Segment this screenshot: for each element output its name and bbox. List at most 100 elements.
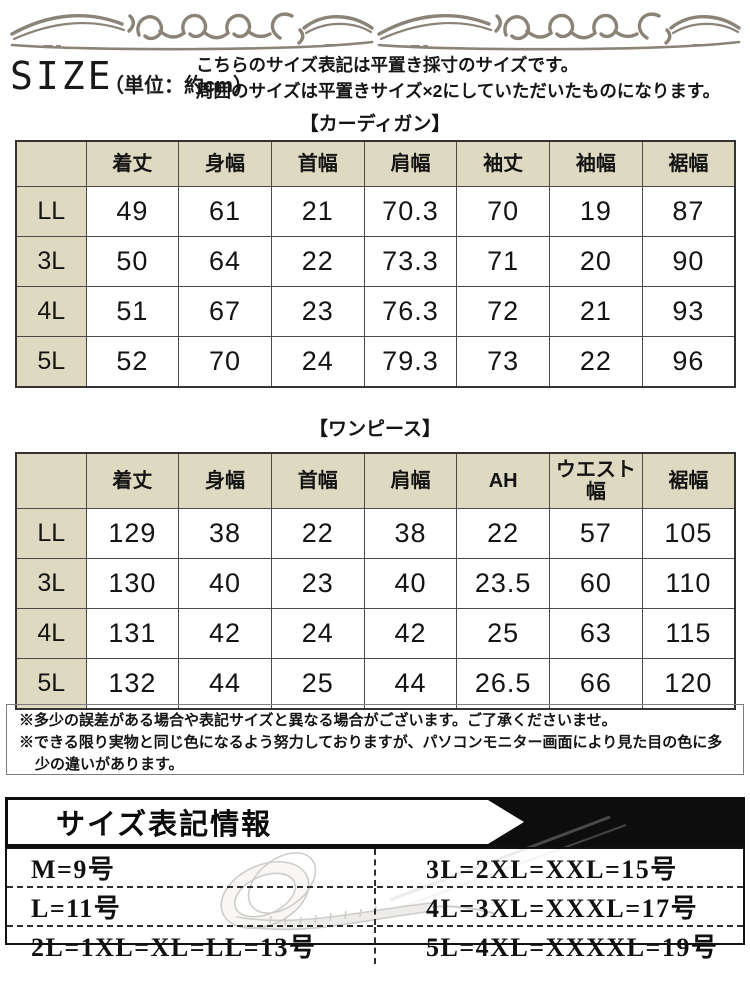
measurement-cell: 51 bbox=[85, 286, 180, 337]
size-row-label: 5L bbox=[15, 336, 87, 388]
corner-cell bbox=[15, 452, 87, 509]
size-row-label: 5L bbox=[15, 658, 87, 710]
measurement-cell: 44 bbox=[178, 658, 272, 710]
measurement-cell: 38 bbox=[363, 508, 458, 559]
unit-label: （単位：約cm） bbox=[104, 75, 253, 97]
column-header: 着丈 bbox=[85, 452, 180, 509]
measurement-cell: 71 bbox=[456, 236, 551, 287]
measurement-cell: 25 bbox=[456, 608, 551, 659]
column-header: 身幅 bbox=[178, 452, 272, 509]
column-header: 肩幅 bbox=[363, 452, 458, 509]
description-line-1: こちらのサイズ表記は平置き採寸のサイズです。 bbox=[196, 55, 579, 75]
measurement-cell: 105 bbox=[641, 508, 736, 559]
notes-box: ※多少の誤差がある場合や表記サイズと異なる場合がございます。ご了承くださいませ。… bbox=[6, 704, 744, 775]
conversion-cell-left: L=11号 bbox=[31, 894, 122, 923]
note-line: ※できる限り実物と同じ色になるよう努力しておりますが、パソコンモニター画面により… bbox=[19, 734, 723, 773]
measurement-cell: 40 bbox=[178, 558, 272, 609]
measurement-cell: 70.3 bbox=[363, 186, 458, 237]
measurement-cell: 52 bbox=[85, 336, 180, 388]
measurement-cell: 72 bbox=[456, 286, 551, 337]
description-line-2: 周囲のサイズは平置きサイズ×2にしていただいたものになります。 bbox=[196, 81, 721, 101]
measurement-cell: 23.5 bbox=[456, 558, 551, 609]
table-row: LL 129 38 22 38 22 57 105 bbox=[15, 508, 736, 559]
column-header: 首幅 bbox=[270, 452, 365, 509]
measurement-cell: 42 bbox=[178, 608, 272, 659]
measurement-cell: 70 bbox=[456, 186, 551, 237]
conversion-cell-left: M=9号 bbox=[31, 855, 116, 884]
table-row: 3L 50 64 22 73.3 71 20 90 bbox=[15, 236, 736, 287]
column-header: 袖丈 bbox=[456, 140, 551, 187]
measurement-cell: 131 bbox=[85, 608, 180, 659]
measurement-cell: 25 bbox=[270, 658, 365, 710]
conversion-cell-right: 3L=2XL=XXL=15号 bbox=[374, 849, 743, 886]
measurement-cell: 60 bbox=[549, 558, 643, 609]
measurement-cell: 19 bbox=[549, 186, 643, 237]
measurement-cell: 38 bbox=[178, 508, 272, 559]
measurement-cell: 115 bbox=[641, 608, 736, 659]
banner-arrow-shape: サイズ表記情報 bbox=[8, 800, 524, 844]
column-header: 着丈 bbox=[85, 140, 180, 187]
measurement-cell: 22 bbox=[549, 336, 643, 388]
measurement-cell: 24 bbox=[270, 608, 365, 659]
column-header: 身幅 bbox=[178, 140, 272, 187]
measurement-cell: 96 bbox=[641, 336, 736, 388]
measurement-cell: 26.5 bbox=[456, 658, 551, 710]
measurement-cell: 21 bbox=[270, 186, 365, 237]
measurement-cell: 70 bbox=[178, 336, 272, 388]
measurement-cell: 42 bbox=[363, 608, 458, 659]
size-row-label: 4L bbox=[15, 286, 87, 337]
column-header: 首幅 bbox=[270, 140, 365, 187]
measurement-cell: 130 bbox=[85, 558, 180, 609]
measurement-cell: 57 bbox=[549, 508, 643, 559]
conversion-row: 2L=1XL=XL=LL=13号 5L=4XL=XXXXL=19号 bbox=[7, 925, 743, 964]
table-row: 5L 132 44 25 44 26.5 66 120 bbox=[15, 658, 736, 710]
measurement-cell: 87 bbox=[641, 186, 736, 237]
measurement-cell: 21 bbox=[549, 286, 643, 337]
column-header: 袖幅 bbox=[549, 140, 643, 187]
conversion-cell-right: 5L=4XL=XXXXL=19号 bbox=[374, 927, 743, 964]
measurement-cell: 93 bbox=[641, 286, 736, 337]
column-header: AH bbox=[456, 452, 551, 509]
measurement-cell: 22 bbox=[270, 508, 365, 559]
conversion-row: L=11号 4L=3XL=XXXL=17号 bbox=[7, 886, 743, 925]
conversion-row: M=9号 3L=2XL=XXL=15号 bbox=[7, 849, 743, 886]
size-row-label: 3L bbox=[15, 558, 87, 609]
column-header: ウエスト幅 bbox=[549, 452, 643, 509]
column-header: 裾幅 bbox=[641, 452, 736, 509]
measurement-cell: 22 bbox=[456, 508, 551, 559]
banner-title: サイズ表記情報 bbox=[56, 809, 273, 841]
cardigan-table-title: 【カーディガン】 bbox=[299, 114, 451, 135]
size-conversion-table: M=9号 3L=2XL=XXL=15号 L=11号 4L=3XL=XXXL=17… bbox=[5, 847, 745, 964]
measurement-cell: 110 bbox=[641, 558, 736, 609]
size-heading: SIZE bbox=[10, 54, 114, 98]
measurement-cell: 61 bbox=[178, 186, 272, 237]
table-row: 5L 52 70 24 79.3 73 22 96 bbox=[15, 336, 736, 388]
size-row-label: 4L bbox=[15, 608, 87, 659]
measurement-cell: 73 bbox=[456, 336, 551, 388]
measurement-cell: 67 bbox=[178, 286, 272, 337]
measurement-cell: 120 bbox=[641, 658, 736, 710]
conversion-cell-right: 4L=3XL=XXXL=17号 bbox=[374, 888, 743, 925]
table-row: 4L 51 67 23 76.3 72 21 93 bbox=[15, 286, 736, 337]
measurement-cell: 73.3 bbox=[363, 236, 458, 287]
measurement-cell: 20 bbox=[549, 236, 643, 287]
size-row-label: 3L bbox=[15, 236, 87, 287]
corner-cell bbox=[15, 140, 87, 187]
note-line: ※多少の誤差がある場合や表記サイズと異なる場合がございます。ご了承くださいませ。 bbox=[19, 712, 617, 729]
measurement-cell: 23 bbox=[270, 558, 365, 609]
measurement-cell: 44 bbox=[363, 658, 458, 710]
measurement-cell: 40 bbox=[363, 558, 458, 609]
conversion-cell-left: 2L=1XL=XL=LL=13号 bbox=[31, 933, 317, 962]
measurement-cell: 24 bbox=[270, 336, 365, 388]
measurement-cell: 63 bbox=[549, 608, 643, 659]
measurement-cell: 79.3 bbox=[363, 336, 458, 388]
table-row: LL 49 61 21 70.3 70 19 87 bbox=[15, 186, 736, 237]
size-info-banner: サイズ表記情報 bbox=[5, 797, 745, 847]
measurement-cell: 49 bbox=[85, 186, 180, 237]
measurement-cell: 129 bbox=[85, 508, 180, 559]
measurement-cell: 90 bbox=[641, 236, 736, 287]
column-header: 肩幅 bbox=[363, 140, 458, 187]
column-header: 裾幅 bbox=[641, 140, 736, 187]
table-row: 4L 131 42 24 42 25 63 115 bbox=[15, 608, 736, 659]
onepiece-size-table: 着丈 身幅 首幅 肩幅 AH ウエスト幅 裾幅 LL 129 38 22 38 … bbox=[15, 452, 736, 710]
